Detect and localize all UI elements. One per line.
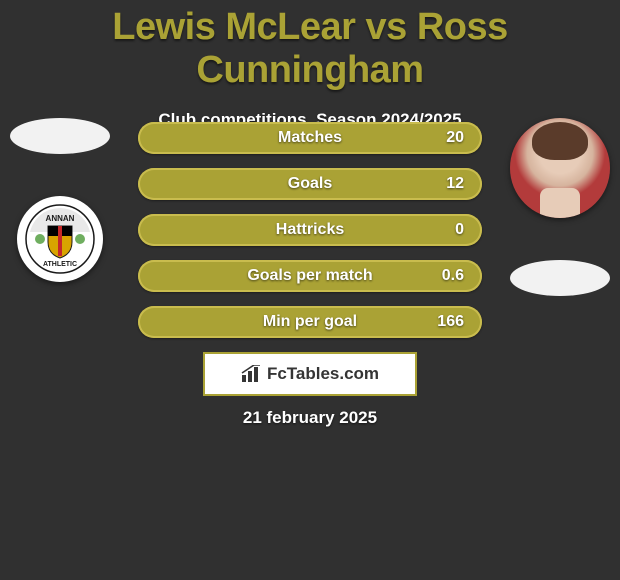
annan-badge-icon: ANNAN ATHLETIC: [25, 204, 95, 274]
stat-bar-goals-per-match: Goals per match 0.6: [138, 260, 482, 292]
left-country-ellipse: [10, 118, 110, 154]
stat-label: Hattricks: [276, 221, 344, 239]
stat-label: Goals: [288, 175, 332, 193]
brand-pill: FcTables.com: [203, 352, 417, 396]
page-title: Lewis McLear vs Ross Cunningham: [0, 0, 620, 92]
stat-bar-goals: Goals 12: [138, 168, 482, 200]
right-country-ellipse: [510, 260, 610, 296]
stat-value: 0.6: [442, 267, 464, 285]
stat-bar-matches: Matches 20: [138, 122, 482, 154]
svg-text:ANNAN: ANNAN: [46, 214, 75, 223]
stat-label: Goals per match: [247, 267, 372, 285]
stat-value: 20: [446, 129, 464, 147]
footer-date: 21 february 2025: [0, 408, 620, 428]
svg-text:ATHLETIC: ATHLETIC: [43, 261, 77, 268]
stat-label: Min per goal: [263, 313, 357, 331]
stat-bars: Matches 20 Goals 12 Hattricks 0 Goals pe…: [138, 122, 482, 338]
left-player-stack: ANNAN ATHLETIC: [10, 118, 110, 282]
bars-icon: [241, 365, 263, 383]
stat-label: Matches: [278, 129, 342, 147]
stat-value: 0: [455, 221, 464, 239]
left-club-badge: ANNAN ATHLETIC: [17, 196, 103, 282]
right-player-stack: [510, 118, 610, 296]
stat-value: 166: [437, 313, 464, 331]
stat-bar-min-per-goal: Min per goal 166: [138, 306, 482, 338]
stat-value: 12: [446, 175, 464, 193]
right-player-avatar: [510, 118, 610, 218]
stat-bar-hattricks: Hattricks 0: [138, 214, 482, 246]
brand-text: FcTables.com: [267, 364, 379, 384]
